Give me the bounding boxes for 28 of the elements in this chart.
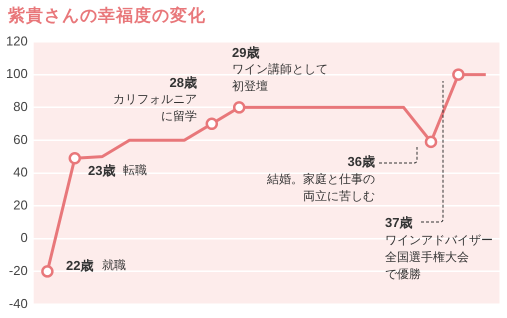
point	[424, 136, 438, 148]
y-tick-label: 20	[13, 197, 28, 212]
point	[68, 152, 82, 164]
y-tick-label: 80	[13, 98, 28, 114]
annotation: 22歳	[66, 257, 94, 274]
annotation: 28歳	[170, 74, 197, 91]
annotation: 結婚。家庭と仕事の両立に苦しむ	[267, 171, 375, 205]
annotation: 23歳	[88, 162, 116, 179]
annotation: カリフォルニアに留学	[113, 91, 197, 125]
y-tick-label: 0	[20, 230, 28, 246]
point	[232, 101, 246, 114]
annotation: 就職	[102, 257, 126, 274]
y-tick-label: 40	[13, 164, 28, 180]
annotation: ワインアドバイザー全国選手権大会で優勝	[385, 232, 493, 283]
point	[452, 68, 465, 81]
annotation: 29歳	[232, 44, 260, 61]
annotation: 36歳	[348, 153, 375, 170]
point	[206, 118, 218, 130]
y-tick-label: -40	[8, 296, 28, 311]
point	[41, 265, 54, 278]
y-tick-label: 120	[6, 33, 28, 48]
annotation: 転職	[123, 162, 147, 179]
y-tick-label: 60	[13, 132, 28, 147]
annotation: 37歳	[385, 214, 412, 231]
y-tick-label: 100	[6, 66, 28, 82]
y-tick-label: -20	[8, 262, 28, 278]
annotation: ワイン講師として初登壇	[232, 61, 328, 95]
chart-title: 紫貴さんの幸福度の変化	[8, 5, 206, 27]
